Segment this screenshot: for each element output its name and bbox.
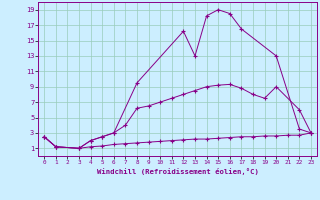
X-axis label: Windchill (Refroidissement éolien,°C): Windchill (Refroidissement éolien,°C) xyxy=(97,168,259,175)
